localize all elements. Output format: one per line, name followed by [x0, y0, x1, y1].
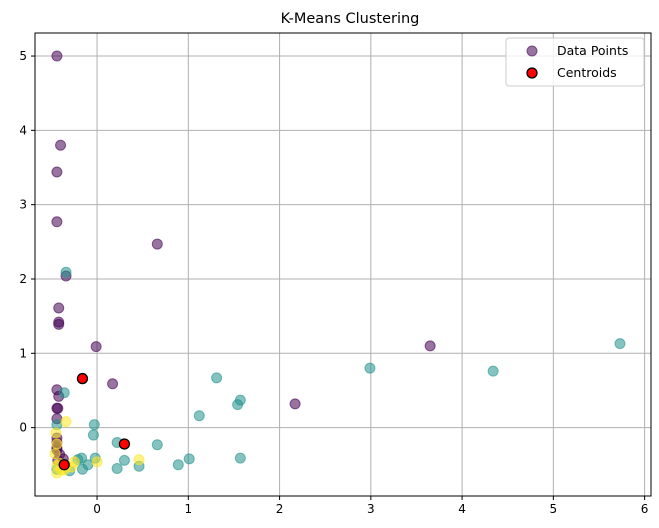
data-point-cluster-1 — [88, 419, 100, 431]
centroid-point — [58, 459, 70, 471]
data-point-cluster-1 — [211, 372, 223, 384]
y-tick-label: 2 — [19, 272, 27, 286]
x-tick-label: 1 — [184, 502, 192, 516]
data-point-cluster-0 — [424, 340, 436, 352]
data-point-cluster-0 — [289, 398, 301, 410]
x-tick-label: 3 — [367, 502, 375, 516]
data-point-cluster-1 — [614, 338, 626, 350]
y-tick-label: 1 — [19, 346, 27, 360]
data-point-cluster-0 — [51, 50, 63, 62]
data-point-cluster-1 — [151, 439, 163, 451]
x-tick-label: 5 — [550, 502, 558, 516]
data-point-cluster-1 — [111, 463, 123, 475]
data-point-cluster-0 — [55, 139, 67, 151]
x-tick-label: 4 — [458, 502, 466, 516]
data-point-cluster-1 — [234, 394, 246, 406]
data-point-cluster-2 — [50, 427, 62, 439]
data-point-cluster-0 — [151, 238, 163, 250]
data-point-cluster-2 — [49, 448, 61, 460]
data-point-cluster-0 — [53, 302, 65, 314]
data-point-cluster-1 — [118, 454, 130, 466]
data-point-cluster-0 — [52, 402, 64, 414]
data-point-cluster-0 — [90, 341, 102, 353]
legend-marker-data-points — [526, 45, 538, 57]
data-point-cluster-1 — [234, 452, 246, 464]
centroid-point — [76, 372, 89, 385]
data-point-cluster-2 — [133, 454, 145, 466]
y-tick-label: 0 — [19, 421, 27, 435]
data-point-cluster-0 — [53, 318, 65, 330]
data-point-cluster-1 — [487, 365, 499, 377]
ticks-layer: 0 1 2 3 4 5 6 0 1 2 3 4 5 — [19, 49, 648, 516]
centroids-layer — [58, 372, 131, 471]
data-point-cluster-2 — [51, 438, 63, 450]
data-point-cluster-1 — [364, 362, 376, 374]
x-tick-label: 6 — [641, 502, 649, 516]
x-tick-label: 2 — [276, 502, 284, 516]
data-point-cluster-2 — [60, 416, 72, 428]
data-point-cluster-1 — [58, 387, 70, 399]
legend-label-centroids: Centroids — [557, 65, 617, 80]
data-point-cluster-2 — [68, 456, 80, 468]
data-point-cluster-2 — [91, 456, 103, 468]
points-layer — [49, 50, 626, 479]
data-point-cluster-0 — [51, 216, 63, 228]
data-point-cluster-1 — [193, 410, 205, 422]
grid-layer — [35, 33, 651, 496]
plot-frame — [34, 32, 652, 497]
data-point-cluster-0 — [51, 166, 63, 178]
x-tick-label: 0 — [93, 502, 101, 516]
legend-marker-centroids — [526, 67, 538, 79]
data-point-cluster-1 — [76, 463, 88, 475]
y-tick-label: 3 — [19, 198, 27, 212]
y-tick-label: 4 — [19, 123, 27, 137]
data-point-cluster-1 — [183, 453, 195, 465]
data-point-cluster-0 — [107, 378, 119, 390]
legend: Data Points Centroids — [505, 37, 645, 87]
legend-box — [505, 37, 645, 87]
legend-label-data-points: Data Points — [557, 43, 628, 58]
data-point-cluster-1 — [87, 429, 99, 441]
data-point-cluster-1 — [172, 459, 184, 471]
y-tick-label: 5 — [19, 49, 27, 63]
data-point-cluster-1 — [60, 266, 72, 278]
centroid-point — [118, 438, 131, 450]
chart-title: K-Means Clustering — [281, 11, 420, 27]
